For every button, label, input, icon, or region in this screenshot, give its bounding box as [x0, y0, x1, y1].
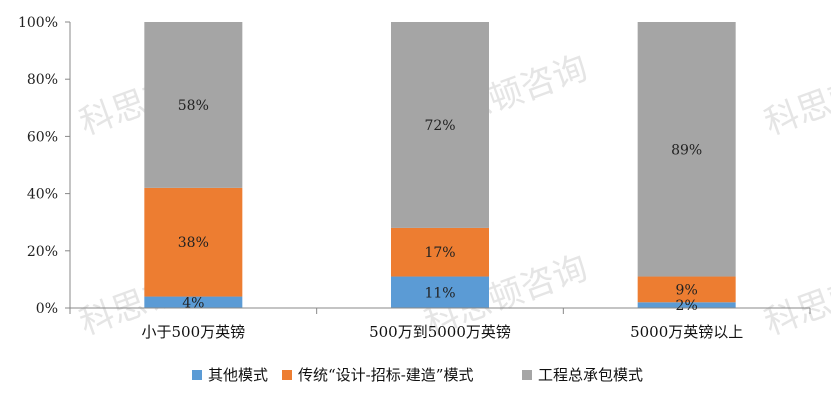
y-tick-label: 20%	[27, 244, 58, 260]
x-tick-label: 小于500万英镑	[142, 323, 246, 341]
bar-segment	[637, 276, 736, 303]
bar-segment	[391, 276, 489, 308]
data-label: 17%	[424, 245, 455, 261]
data-label: 72%	[424, 118, 455, 134]
legend-swatch	[192, 370, 202, 380]
data-label: 9%	[676, 282, 698, 298]
legend-swatch	[282, 370, 292, 380]
y-tick-label: 100%	[18, 15, 58, 31]
y-tick-label: 0%	[36, 301, 58, 317]
legend-item: 传统“设计-招标-建造”模式	[282, 366, 473, 384]
y-tick-label: 80%	[27, 72, 58, 88]
legend-item: 工程总承包模式	[522, 366, 643, 384]
y-tick-label: 60%	[27, 129, 58, 145]
bar-segment	[144, 296, 243, 308]
x-tick-label: 500万到5000万英镑	[369, 323, 511, 341]
bars-layer	[144, 22, 736, 308]
data-label: 2%	[676, 298, 698, 314]
bar-segment	[391, 227, 489, 277]
bar-segment	[144, 22, 243, 188]
axes-layer: 0% 20% 40% 60% 80% 100%	[18, 15, 811, 317]
bar-segment	[391, 22, 489, 228]
y-tick-label: 40%	[27, 187, 58, 203]
legend-label: 传统“设计-招标-建造”模式	[298, 366, 473, 384]
legend-label: 工程总承包模式	[538, 366, 643, 384]
x-tick-label: 5000万英镑以上	[630, 323, 743, 341]
legend-label: 其他模式	[208, 366, 268, 384]
labels-layer: 4% 38% 58% 小于500万英镑 11% 17% 72% 500万到5000万英镑 2%9…	[142, 98, 744, 341]
legend-item: 其他模式	[192, 366, 268, 384]
data-label: 4%	[182, 295, 204, 311]
data-label: 38%	[178, 235, 209, 251]
data-label: 89%	[671, 142, 702, 158]
bar-segment	[637, 22, 736, 277]
data-label: 58%	[178, 98, 209, 114]
legend-swatch	[522, 370, 532, 380]
bar-segment	[144, 187, 243, 297]
watermark-text: 科思顿咨询	[759, 248, 831, 344]
legend: 其他模式 传统“设计-招标-建造”模式 工程总承包模式	[192, 366, 643, 384]
bar-segment	[637, 302, 736, 308]
data-label: 11%	[424, 285, 455, 301]
watermark-text: 科思顿咨询	[759, 48, 831, 144]
